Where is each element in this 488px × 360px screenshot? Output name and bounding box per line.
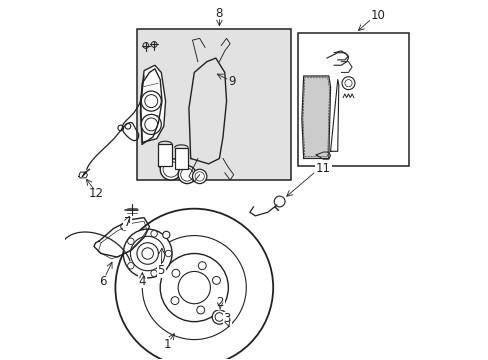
Circle shape bbox=[127, 238, 134, 244]
Circle shape bbox=[141, 91, 161, 111]
Bar bbox=[174, 148, 188, 169]
Circle shape bbox=[160, 158, 182, 180]
Circle shape bbox=[178, 166, 196, 184]
Bar bbox=[158, 144, 172, 166]
Circle shape bbox=[341, 77, 354, 90]
Text: 11: 11 bbox=[315, 162, 330, 175]
Circle shape bbox=[198, 262, 206, 270]
Circle shape bbox=[192, 169, 206, 184]
Text: 9: 9 bbox=[228, 75, 235, 88]
Text: 10: 10 bbox=[370, 9, 385, 22]
Text: 5: 5 bbox=[157, 264, 164, 277]
Circle shape bbox=[151, 230, 157, 237]
Bar bbox=[137, 30, 290, 180]
Circle shape bbox=[178, 271, 210, 304]
Circle shape bbox=[141, 114, 161, 134]
Circle shape bbox=[151, 270, 157, 276]
Text: 2: 2 bbox=[216, 296, 224, 309]
Circle shape bbox=[171, 297, 179, 305]
Bar bbox=[298, 33, 408, 166]
Circle shape bbox=[123, 229, 172, 278]
Text: 7: 7 bbox=[124, 216, 131, 229]
Circle shape bbox=[196, 306, 204, 314]
Text: 6: 6 bbox=[99, 275, 106, 288]
Circle shape bbox=[212, 276, 220, 284]
Circle shape bbox=[163, 231, 169, 238]
Circle shape bbox=[172, 269, 180, 277]
Text: 4: 4 bbox=[138, 275, 146, 288]
Circle shape bbox=[274, 196, 285, 207]
Polygon shape bbox=[301, 76, 330, 158]
Text: 1: 1 bbox=[163, 338, 171, 351]
Circle shape bbox=[212, 310, 226, 324]
Text: 8: 8 bbox=[215, 7, 223, 20]
Circle shape bbox=[137, 243, 158, 264]
Circle shape bbox=[115, 209, 273, 360]
Circle shape bbox=[127, 262, 134, 269]
Text: 3: 3 bbox=[223, 312, 230, 325]
Circle shape bbox=[160, 253, 228, 321]
Polygon shape bbox=[140, 65, 165, 142]
Circle shape bbox=[165, 250, 171, 257]
Text: 12: 12 bbox=[88, 187, 103, 200]
